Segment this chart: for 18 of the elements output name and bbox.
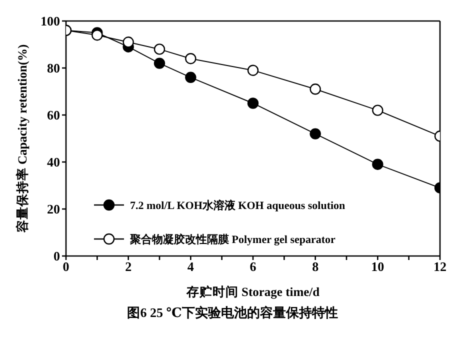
y-axis-title: 容量保持率 Capacity retention(%) xyxy=(14,44,30,234)
y-tick-label: 40 xyxy=(47,154,60,170)
y-tick-label: 20 xyxy=(47,202,60,217)
x-tick-label: 12 xyxy=(434,259,446,274)
x-tick-label: 0 xyxy=(62,259,70,274)
y-tick-label: 80 xyxy=(47,60,60,76)
legend-label: 聚合物凝胶改性隔膜 Polymer gel separator xyxy=(130,232,336,246)
x-axis-title: 存贮时间 Storage time/d xyxy=(185,284,320,299)
x-tick-label: 10 xyxy=(371,259,384,274)
legend-label: 7.2 mol/L KOH水溶液 KOH aqueous solution xyxy=(130,198,346,212)
x-tick-label: 2 xyxy=(125,259,132,274)
y-tick-label: 100 xyxy=(40,14,60,29)
text: 图6 25 ℃下实验电池的容量保持特性 xyxy=(126,304,339,322)
x-tick-label: 4 xyxy=(187,259,194,274)
y-tick-label: 0 xyxy=(54,248,60,264)
x-tick-label: 8 xyxy=(312,259,320,274)
x-tick-label: 6 xyxy=(250,259,257,274)
y-tick-label: 60 xyxy=(47,108,60,123)
